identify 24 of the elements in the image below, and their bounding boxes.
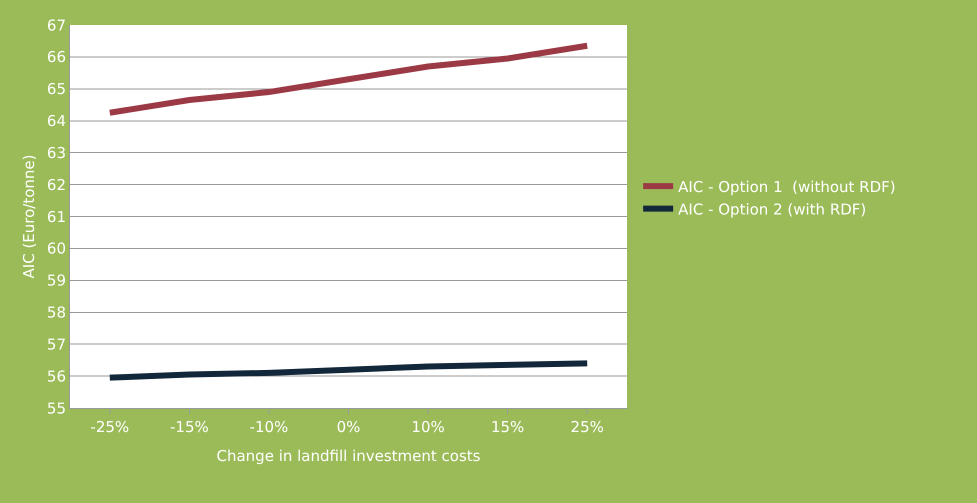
x-tick-label: -25% [90, 418, 130, 436]
y-tick-label: 62 [46, 176, 66, 194]
x-tick-label: 15% [490, 418, 524, 436]
x-tick-label: -15% [170, 418, 209, 436]
y-tick-label: 55 [46, 399, 66, 418]
x-tick-label: 10% [411, 418, 445, 436]
y-tick-label: 61 [46, 208, 66, 226]
y-axis-title: AIC (Euro/tonne) [20, 154, 38, 278]
y-tick-label: 66 [46, 48, 66, 66]
x-tick-label: 25% [570, 418, 604, 436]
y-tick-label: 59 [46, 272, 66, 290]
x-tick-label: -10% [250, 418, 288, 436]
y-tick-label: 56 [46, 367, 66, 386]
x-axis-title: Change in landfill investment costs [216, 447, 481, 465]
x-tick-label: 0% [336, 418, 360, 436]
y-tick-label: 64 [46, 112, 66, 130]
y-tick-label: 57 [46, 335, 66, 354]
y-tick-label: 65 [46, 80, 66, 98]
legend-label: AIC - Option 2 (with RDF) [678, 200, 866, 218]
y-tick-label: 58 [46, 304, 66, 322]
y-tick-label: 60 [46, 240, 66, 258]
y-tick-label: 67 [46, 16, 66, 34]
legend-label: AIC - Option 1 (without RDF) [678, 178, 896, 196]
y-tick-label: 63 [46, 144, 66, 162]
